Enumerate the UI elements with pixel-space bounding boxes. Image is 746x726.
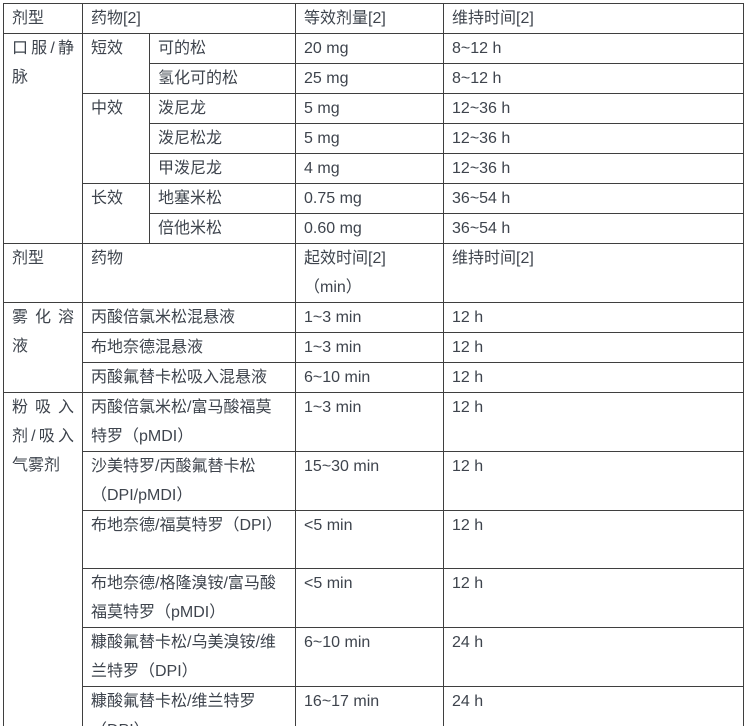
table-row: 雾化溶液 丙酸倍氯米松混悬液 1~3 min 12 h [3, 302, 745, 393]
header-equivalent-dose: 等效剂量[2] [295, 3, 445, 34]
duration-cell: 12 h [443, 362, 745, 393]
drug-cell: 沙美特罗/丙酸氟替卡松（DPI/pMDI） [81, 451, 297, 511]
onset-cell: <5 min [295, 510, 445, 569]
table-row: 糠酸氟替卡松/维兰特罗（DPI） 16~17 min 24 h [4, 686, 745, 726]
drug-cell: 布地奈德/福莫特罗（DPI） [81, 510, 297, 569]
drug-cell: 倍他米松 [148, 213, 297, 244]
header-onset-time-line1: 起效时间[2] [304, 250, 386, 267]
duration-cell: 12~36 h [443, 123, 745, 154]
table-row: 粉吸入剂/吸入气雾剂 丙酸倍氯米松/富马酸福莫特罗（pMDI） 1~3 min … [3, 392, 745, 726]
dose-cell: 20 mg [295, 33, 445, 64]
dose-cell: 4 mg [295, 153, 445, 184]
onset-cell: 15~30 min [295, 451, 445, 511]
table-row: 泼尼松龙 5 mg 12~36 h [4, 123, 745, 154]
header-drug: 药物 [81, 243, 297, 303]
duration-cell: 8~12 h [443, 63, 745, 94]
table-row: 长效 地塞米松 0.75 mg 36~54 h [4, 183, 745, 244]
header-duration: 维持时间[2] [443, 243, 745, 303]
subgroup-long-acting-label: 长效 [82, 183, 150, 244]
group-nebulized-label: 雾化溶液 [3, 302, 83, 393]
drug-cell: 布地奈德混悬液 [81, 332, 297, 363]
dose-cell: 5 mg [295, 123, 445, 154]
duration-cell: 12 h [443, 302, 745, 333]
duration-cell: 12~36 h [443, 153, 745, 184]
duration-cell: 12 h [443, 510, 745, 569]
table-row: 沙美特罗/丙酸氟替卡松（DPI/pMDI） 15~30 min 12 h [4, 451, 745, 511]
header-onset-time-line2: （min） [304, 279, 362, 296]
header-dosage-form: 剂型 [3, 243, 83, 303]
header-row-inhaled: 剂型 药物 起效时间[2] （min） 维持时间[2] [3, 243, 745, 303]
drug-cell: 泼尼松龙 [148, 123, 297, 154]
group-inhaler-label: 粉吸入剂/吸入气雾剂 [3, 392, 83, 726]
onset-cell: 6~10 min [295, 627, 445, 687]
duration-cell: 36~54 h [443, 183, 745, 214]
duration-cell: 24 h [443, 686, 745, 726]
duration-cell: 12 h [443, 451, 745, 511]
onset-cell: 1~3 min [295, 302, 445, 333]
header-dosage-form: 剂型 [3, 3, 83, 34]
table-row: 布地奈德/格隆溴铵/富马酸福莫特罗（pMDI） <5 min 12 h [4, 568, 745, 628]
drug-cell: 丙酸倍氯米松/富马酸福莫特罗（pMDI） [81, 392, 297, 452]
duration-cell: 24 h [443, 627, 745, 687]
drug-cell: 地塞米松 [148, 183, 297, 214]
drug-cell: 泼尼龙 [148, 93, 297, 124]
dose-cell: 25 mg [295, 63, 445, 94]
table-row: 倍他米松 0.60 mg 36~54 h [4, 213, 745, 244]
header-row-oral: 剂型 药物[2] 等效剂量[2] 维持时间[2] [3, 3, 745, 34]
header-drug: 药物[2] [81, 3, 297, 34]
drug-cell: 糠酸氟替卡松/维兰特罗（DPI） [81, 686, 297, 726]
drug-cell: 甲泼尼龙 [148, 153, 297, 184]
table-row: 口服/静脉 短效 可的松 20 mg 8~12 h [3, 33, 745, 244]
table-row: 丙酸氟替卡松吸入混悬液 6~10 min 12 h [4, 362, 745, 393]
onset-cell: 6~10 min [295, 362, 445, 393]
table-row: 布地奈德/福莫特罗（DPI） <5 min 12 h [4, 510, 745, 569]
dose-cell: 0.60 mg [295, 213, 445, 244]
table-row: 布地奈德混悬液 1~3 min 12 h [4, 332, 745, 363]
header-duration: 维持时间[2] [443, 3, 745, 34]
duration-cell: 36~54 h [443, 213, 745, 244]
dose-cell: 0.75 mg [295, 183, 445, 214]
drug-cell: 糠酸氟替卡松/乌美溴铵/维兰特罗（DPI） [81, 627, 297, 687]
onset-cell: 16~17 min [295, 686, 445, 726]
subgroup-intermediate-acting-label: 中效 [82, 93, 150, 184]
duration-cell: 12~36 h [443, 93, 745, 124]
table-row: 中效 泼尼龙 5 mg 12~36 h [4, 93, 745, 184]
drug-cell: 布地奈德/格隆溴铵/富马酸福莫特罗（pMDI） [81, 568, 297, 628]
duration-cell: 8~12 h [443, 33, 745, 64]
drug-cell: 可的松 [148, 33, 297, 64]
duration-cell: 12 h [443, 332, 745, 363]
drug-cell: 丙酸氟替卡松吸入混悬液 [81, 362, 297, 393]
onset-cell: <5 min [295, 568, 445, 628]
table-row: 甲泼尼龙 4 mg 12~36 h [4, 153, 745, 184]
subgroup-short-acting-label: 短效 [82, 33, 150, 94]
table-row: 糠酸氟替卡松/乌美溴铵/维兰特罗（DPI） 6~10 min 24 h [4, 627, 745, 687]
duration-cell: 12 h [443, 392, 745, 452]
corticosteroid-comparison-table: 剂型 药物[2] 等效剂量[2] 维持时间[2] 口服/静脉 短效 可的松 20… [3, 3, 745, 726]
onset-cell: 1~3 min [295, 332, 445, 363]
dose-cell: 5 mg [295, 93, 445, 124]
drug-cell: 丙酸倍氯米松混悬液 [81, 302, 297, 333]
duration-cell: 12 h [443, 568, 745, 628]
group-oral-iv-label: 口服/静脉 [3, 33, 83, 244]
drug-cell: 氢化可的松 [148, 63, 297, 94]
header-onset-time: 起效时间[2] （min） [295, 243, 445, 303]
onset-cell: 1~3 min [295, 392, 445, 452]
